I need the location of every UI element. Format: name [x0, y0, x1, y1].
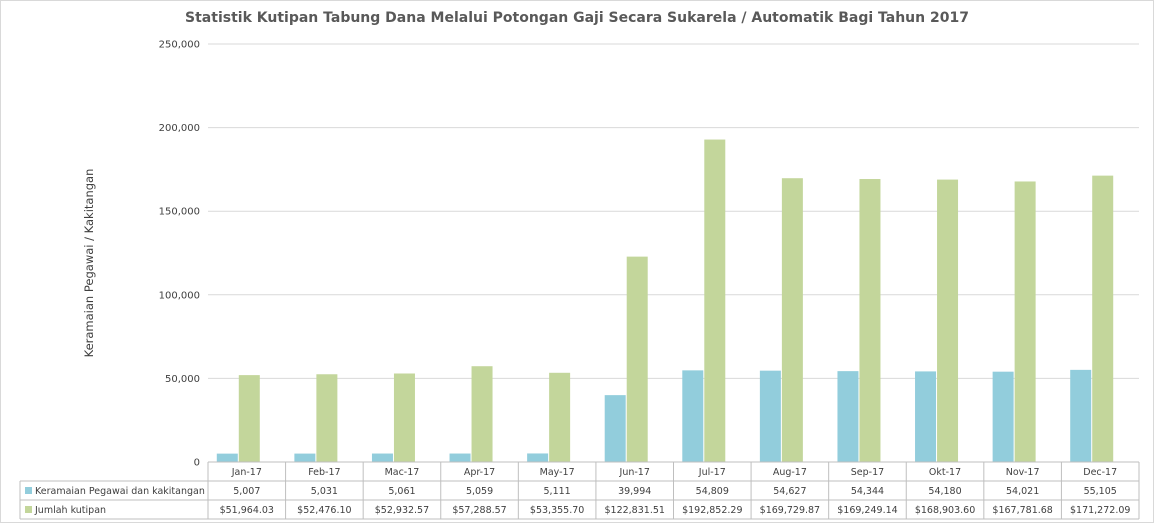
data-label: 5,007 — [233, 486, 260, 497]
data-label: 5,111 — [544, 486, 571, 497]
data-label: $168,903.60 — [915, 505, 975, 516]
bar — [992, 371, 1014, 462]
x-tick-label: Jan-17 — [231, 467, 262, 478]
legend-swatch — [25, 487, 32, 494]
legend-label: Jumlah kutipan — [34, 505, 106, 516]
legend-swatch — [25, 506, 32, 513]
data-label: $122,831.51 — [604, 505, 664, 516]
data-label: $169,249.14 — [837, 505, 897, 516]
bar — [316, 374, 338, 462]
x-tick-label: Okt-17 — [929, 467, 961, 478]
data-label: $192,852.29 — [682, 505, 742, 516]
data-label: 5,031 — [311, 486, 338, 497]
data-label: 54,180 — [928, 486, 961, 497]
bar — [937, 179, 959, 462]
bar — [1070, 369, 1092, 462]
bar — [759, 370, 781, 462]
bar — [604, 395, 626, 462]
x-tick-label: Jun-17 — [619, 467, 650, 478]
bar — [915, 371, 937, 462]
bar — [704, 139, 726, 462]
data-label: $53,355.70 — [530, 505, 584, 516]
bar — [549, 372, 571, 462]
bar — [626, 256, 648, 462]
data-label: $52,476.10 — [297, 505, 351, 516]
y-tick-label: 250,000 — [159, 40, 200, 51]
y-tick-label: 100,000 — [159, 290, 200, 301]
y-tick-label: 150,000 — [159, 207, 200, 218]
data-label: 55,105 — [1084, 486, 1117, 497]
data-label: $51,964.03 — [220, 505, 274, 516]
data-label: 5,061 — [388, 486, 415, 497]
data-label: 54,344 — [851, 486, 884, 497]
x-tick-label: May-17 — [540, 467, 575, 478]
data-label: $171,272.09 — [1070, 505, 1130, 516]
bar — [859, 179, 881, 462]
data-label: $52,932.57 — [375, 505, 429, 516]
data-label: 54,627 — [773, 486, 806, 497]
y-tick-label: 200,000 — [159, 123, 200, 134]
data-label: $167,781.68 — [992, 505, 1052, 516]
x-tick-label: Aug-17 — [773, 467, 807, 478]
x-tick-label: Apr-17 — [464, 467, 495, 478]
x-tick-label: Feb-17 — [308, 467, 340, 478]
bar — [781, 178, 803, 462]
data-label: $169,729.87 — [760, 505, 820, 516]
bar — [449, 453, 471, 462]
chart-title: Statistik Kutipan Tabung Dana Melalui Po… — [185, 10, 969, 26]
bar — [1014, 181, 1036, 462]
bar — [837, 371, 859, 462]
data-label: 54,809 — [696, 486, 729, 497]
bar — [527, 453, 549, 462]
bar — [371, 453, 393, 462]
bar — [294, 453, 316, 462]
x-tick-label: Jul-17 — [698, 467, 726, 478]
bar — [471, 366, 493, 462]
y-tick-label: 50,000 — [165, 374, 200, 385]
y-tick-label: 0 — [194, 458, 200, 469]
legend-label: Keramaian Pegawai dan kakitangan — [35, 486, 205, 497]
data-label: 54,021 — [1006, 486, 1039, 497]
bar — [682, 370, 704, 462]
x-tick-label: Nov-17 — [1006, 467, 1040, 478]
bar — [1092, 175, 1114, 463]
bar — [238, 375, 260, 462]
bar — [393, 373, 415, 462]
bar — [216, 453, 238, 462]
data-label: 39,994 — [618, 486, 651, 497]
x-tick-label: Sep-17 — [851, 467, 884, 478]
x-tick-label: Dec-17 — [1083, 467, 1117, 478]
data-label: 5,059 — [466, 486, 493, 497]
data-label: $57,288.57 — [452, 505, 506, 516]
x-tick-label: Mac-17 — [385, 467, 420, 478]
